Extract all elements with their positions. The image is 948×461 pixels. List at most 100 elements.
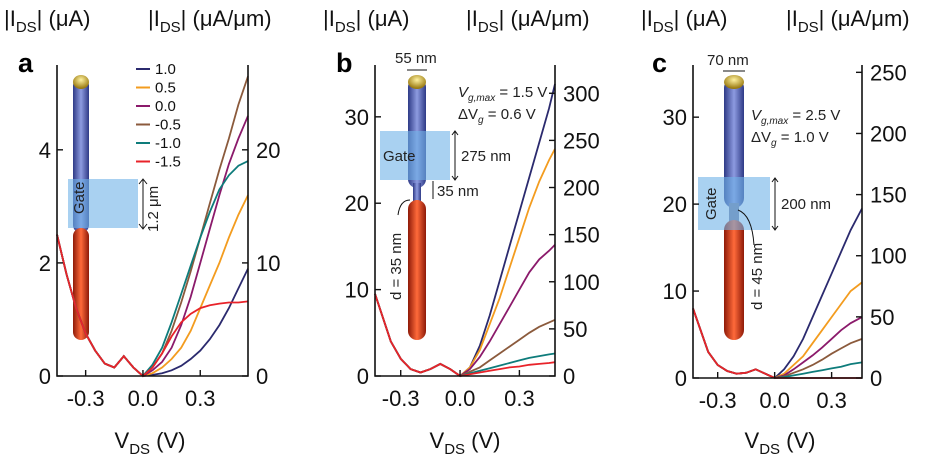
data-line <box>692 208 863 380</box>
label-part: |I <box>4 6 16 31</box>
y-tick-label: 0 <box>675 366 687 391</box>
label-part: |I <box>466 6 478 31</box>
data-line <box>374 293 556 378</box>
axis-spine <box>56 65 249 377</box>
y2-tick-label: 0 <box>256 364 268 389</box>
y-tick-label: 2 <box>39 251 51 276</box>
label-part: | (μA) <box>356 6 410 31</box>
label-sub: g <box>478 115 484 126</box>
legend-label: 0.0 <box>155 98 176 115</box>
axis-spine <box>692 65 863 379</box>
x-tick-label: 0.3 <box>185 386 216 411</box>
panel-a: |IDS| (μA) |IDS| (μA/μm) a VDS (V) Gate … <box>4 6 272 458</box>
label-part: ΔV <box>751 129 771 146</box>
panel-label: c <box>652 48 667 78</box>
label-sub: DS <box>444 441 465 458</box>
data-line <box>374 293 556 377</box>
label-sub: DS <box>129 441 150 458</box>
annotation: ΔVg = 1.0 V <box>751 129 829 149</box>
y2-tick-label: 10 <box>256 251 280 276</box>
label-part: = 1.0 V <box>777 129 829 146</box>
y2-tick-label: 20 <box>256 138 280 163</box>
y2-tick-label: 250 <box>563 128 600 153</box>
label-sub: DS <box>16 19 37 36</box>
y2-axis-label: |IDS| (μA/μm) <box>466 6 590 36</box>
label-part: (V) <box>780 428 815 453</box>
annotation: ΔVg = 0.6 V <box>458 106 536 126</box>
label-sub: g,max <box>761 116 789 127</box>
x-tick-label: 0.3 <box>504 386 535 411</box>
y-tick-label: 20 <box>663 192 687 217</box>
y-tick-label: 30 <box>663 105 687 130</box>
label-sub: DS <box>798 19 819 36</box>
y-tick-label: 0 <box>357 364 369 389</box>
legend-label: -1.0 <box>155 135 181 152</box>
label-part: | (μA) <box>37 6 91 31</box>
y2-tick-label: 200 <box>870 121 907 146</box>
label-part: |I <box>148 6 160 31</box>
y2-tick-label: 50 <box>870 305 894 330</box>
y-axis-label: |IDS| (μA) <box>323 6 410 36</box>
y2-tick-label: 0 <box>563 364 575 389</box>
y2-tick-label: 250 <box>870 60 907 85</box>
label-sub: g <box>771 138 777 149</box>
label-part: V <box>751 107 763 124</box>
x-axis-label: VDS (V) <box>430 428 501 458</box>
annotation: Gate <box>71 181 88 214</box>
data-line <box>374 293 556 377</box>
x-tick-label: 0.0 <box>759 388 790 413</box>
data-line <box>692 308 863 379</box>
annotation: Gate <box>383 148 416 165</box>
annotation: 1.2 μm <box>145 186 162 232</box>
legend-label: 1.0 <box>155 61 176 78</box>
plot: 0 10 20 30 0 50 100 150 200 250 -0.3 0.0 0.3 <box>663 60 907 413</box>
y-tick-label: 4 <box>39 138 51 163</box>
nanowire <box>68 75 148 340</box>
label-part: ΔV <box>458 106 478 123</box>
label-part: | (μA/μm) <box>819 6 910 31</box>
x-tick-label: 0.0 <box>445 386 476 411</box>
label-part: = 1.5 V <box>495 84 547 101</box>
data-line <box>374 83 556 378</box>
panel-label: a <box>18 48 34 78</box>
label-part: = 2.5 V <box>788 107 840 124</box>
legend-label: -0.5 <box>155 117 181 134</box>
data-line <box>692 281 863 379</box>
y-tick-label: 10 <box>345 278 369 303</box>
x-tick-label: 0.0 <box>128 386 159 411</box>
y-tick-label: 20 <box>345 191 369 216</box>
label-part: V <box>115 428 130 453</box>
label-part: V <box>430 428 445 453</box>
label-part: |I <box>786 6 798 31</box>
label-part: | (μA/μm) <box>181 6 272 31</box>
label-part: | (μA) <box>674 6 728 31</box>
label-sub: g,max <box>468 93 496 104</box>
annotation: 70 nm <box>707 52 749 69</box>
panel-label: b <box>336 48 353 78</box>
x-tick-label: -0.3 <box>382 386 420 411</box>
annotation: 35 nm <box>437 183 479 200</box>
nanowire <box>380 69 459 340</box>
legend-label: 0.5 <box>155 80 176 97</box>
x-tick-label: 0.3 <box>816 388 847 413</box>
label-sub: DS <box>335 19 356 36</box>
y-tick-label: 10 <box>663 279 687 304</box>
label-sub: DS <box>759 441 780 458</box>
label-part: = 0.6 V <box>484 106 536 123</box>
y2-tick-label: 300 <box>563 81 600 106</box>
annotation: 55 nm <box>395 50 437 67</box>
legend-label: -1.5 <box>155 154 181 171</box>
panel-c: |IDS| (μA) |IDS| (μA/μm) c VDS (V) 70 nm… <box>641 6 910 458</box>
label-part: | (μA/μm) <box>499 6 590 31</box>
panel-b: |IDS| (μA) |IDS| (μA/μm) b VDS (V) 55 nm… <box>323 6 590 458</box>
y2-tick-label: 100 <box>563 270 600 295</box>
label-part: (V) <box>465 428 500 453</box>
y2-axis-label: |IDS| (μA/μm) <box>786 6 910 36</box>
label-sub: DS <box>160 19 181 36</box>
label-sub: DS <box>653 19 674 36</box>
y2-axis-label: |IDS| (μA/μm) <box>148 6 272 36</box>
x-axis-label: VDS (V) <box>745 428 816 458</box>
nanowire <box>698 70 779 340</box>
